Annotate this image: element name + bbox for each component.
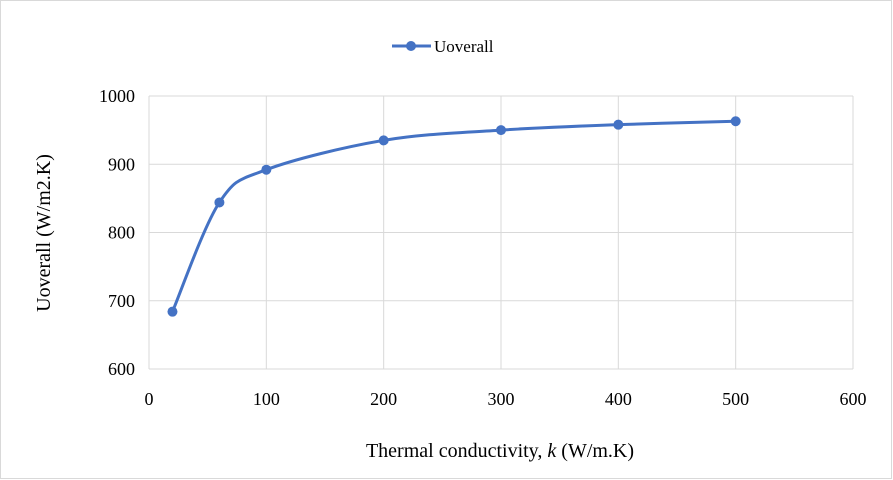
x-axis-title: Thermal conductivity, k (W/m.K) <box>366 440 634 462</box>
y-axis-title: Uoverall (W/m2.K) <box>33 154 55 312</box>
x-axis-title-prefix: Thermal conductivity, <box>366 440 547 462</box>
x-axis-title-suffix: (W/m.K) <box>556 440 634 462</box>
legend: Uoverall <box>392 37 494 56</box>
x-tick-label: 100 <box>253 389 280 409</box>
data-point <box>496 125 506 136</box>
data-point <box>261 164 272 175</box>
data-point <box>167 306 178 317</box>
x-axis-title-variable: k <box>547 440 557 462</box>
data-point <box>730 116 741 127</box>
y-tick-labels: 600 700 800 900 1000 <box>99 86 135 379</box>
y-tick-label: 800 <box>108 223 135 243</box>
y-tick-label: 600 <box>108 359 135 379</box>
data-point <box>214 197 225 208</box>
x-tick-label: 200 <box>370 389 397 409</box>
data-point <box>613 119 624 130</box>
x-tick-label: 0 <box>145 389 154 409</box>
legend-marker <box>406 41 416 51</box>
y-tick-label: 700 <box>108 291 135 311</box>
series-line <box>170 119 738 314</box>
legend-label: Uoverall <box>434 37 494 56</box>
x-tick-label: 500 <box>722 389 749 409</box>
y-tick-label: 900 <box>108 154 135 174</box>
y-tick-label: 1000 <box>99 86 135 106</box>
gridlines <box>148 95 854 370</box>
x-tick-label: 300 <box>488 389 515 409</box>
x-tick-label: 600 <box>840 389 867 409</box>
x-tick-label: 400 <box>605 389 632 409</box>
x-tick-labels: 0 100 200 300 400 500 600 <box>145 389 867 409</box>
series-layer <box>167 116 741 317</box>
data-point <box>378 135 389 146</box>
